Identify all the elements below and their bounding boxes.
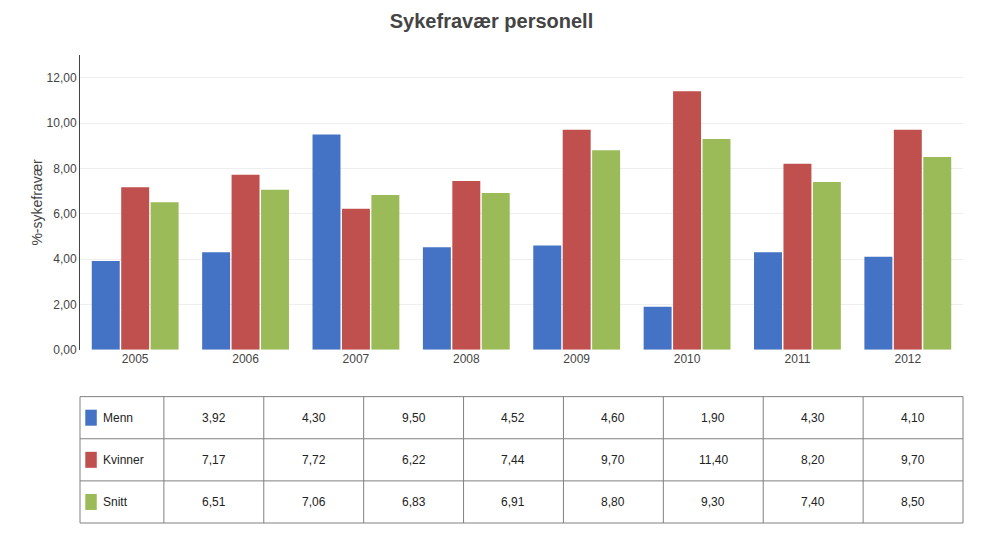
svg-text:Kvinner: Kvinner bbox=[103, 453, 144, 467]
svg-text:8,00: 8,00 bbox=[53, 162, 77, 176]
svg-text:7,44: 7,44 bbox=[501, 453, 525, 467]
svg-text:2010: 2010 bbox=[674, 352, 701, 366]
svg-text:9,70: 9,70 bbox=[901, 453, 925, 467]
svg-text:8,20: 8,20 bbox=[801, 453, 825, 467]
svg-text:10,00: 10,00 bbox=[47, 116, 77, 130]
svg-text:2009: 2009 bbox=[563, 352, 590, 366]
svg-text:6,00: 6,00 bbox=[53, 207, 77, 221]
svg-text:4,30: 4,30 bbox=[801, 411, 825, 425]
svg-text:6,83: 6,83 bbox=[402, 495, 426, 509]
svg-text:7,72: 7,72 bbox=[302, 453, 326, 467]
svg-text:1,90: 1,90 bbox=[701, 411, 725, 425]
svg-text:4,30: 4,30 bbox=[302, 411, 326, 425]
svg-text:2011: 2011 bbox=[785, 352, 811, 366]
svg-text:3,92: 3,92 bbox=[202, 411, 226, 425]
svg-text:11,40: 11,40 bbox=[699, 453, 728, 467]
svg-text:12,00: 12,00 bbox=[47, 71, 77, 85]
svg-text:%-sykefravær: %-sykefravær bbox=[29, 159, 45, 246]
svg-text:6,91: 6,91 bbox=[501, 495, 525, 509]
svg-text:Menn: Menn bbox=[103, 411, 133, 425]
svg-text:2008: 2008 bbox=[453, 352, 480, 366]
svg-text:9,50: 9,50 bbox=[402, 411, 426, 425]
svg-text:8,80: 8,80 bbox=[601, 495, 625, 509]
svg-text:Sykefravær personell: Sykefravær personell bbox=[390, 10, 593, 32]
svg-text:9,70: 9,70 bbox=[601, 453, 625, 467]
svg-text:7,06: 7,06 bbox=[302, 495, 326, 509]
svg-text:6,51: 6,51 bbox=[202, 495, 226, 509]
svg-text:6,22: 6,22 bbox=[402, 453, 426, 467]
svg-text:4,52: 4,52 bbox=[501, 411, 525, 425]
svg-text:0,00: 0,00 bbox=[53, 343, 77, 357]
svg-text:2006: 2006 bbox=[232, 352, 259, 366]
svg-text:2005: 2005 bbox=[122, 352, 149, 366]
svg-text:4,00: 4,00 bbox=[53, 252, 77, 266]
svg-text:2007: 2007 bbox=[343, 352, 370, 366]
svg-text:8,50: 8,50 bbox=[901, 495, 925, 509]
svg-text:7,17: 7,17 bbox=[202, 453, 226, 467]
svg-text:2012: 2012 bbox=[894, 352, 921, 366]
svg-text:Snitt: Snitt bbox=[103, 495, 128, 509]
svg-text:7,40: 7,40 bbox=[801, 495, 825, 509]
svg-text:4,10: 4,10 bbox=[901, 411, 925, 425]
svg-text:4,60: 4,60 bbox=[601, 411, 625, 425]
svg-text:2,00: 2,00 bbox=[53, 298, 77, 312]
svg-text:9,30: 9,30 bbox=[701, 495, 725, 509]
